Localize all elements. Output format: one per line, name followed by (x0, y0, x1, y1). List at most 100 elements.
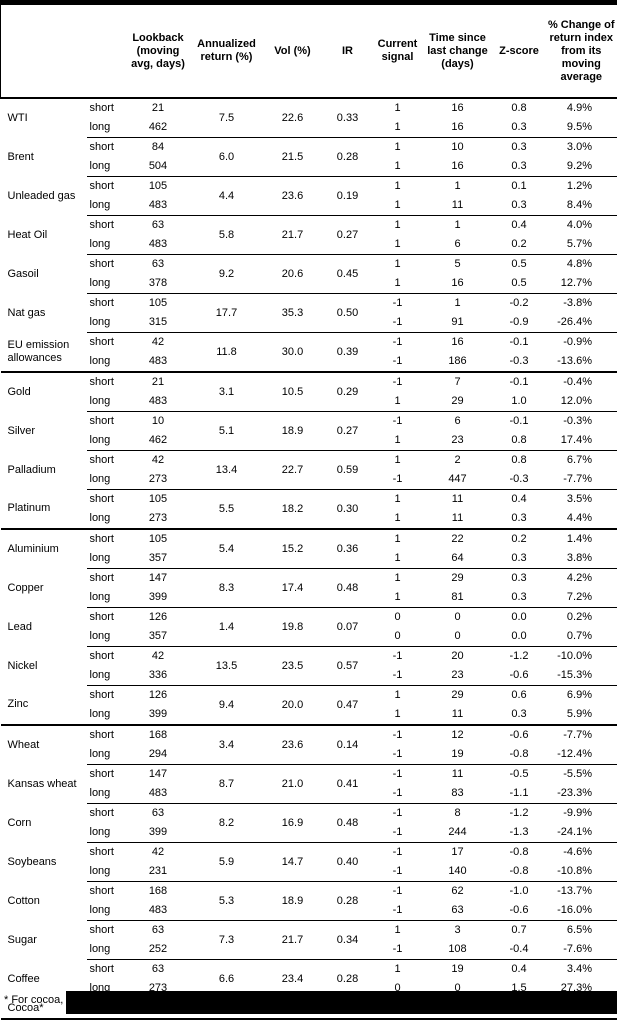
cell-lookback: 63 (126, 804, 191, 824)
cell-commodity: Lead (1, 608, 87, 647)
cell-signal: -1 (373, 647, 423, 667)
header-lookback: Lookback (moving avg, days) (126, 5, 191, 98)
cell-zscore: -1.2 (493, 647, 546, 667)
cell-pct-change: -13.6% (546, 352, 617, 372)
cell-ir: 0.19 (323, 177, 373, 216)
cell-time-since: 91 (423, 313, 493, 333)
cell-vol: 22.6 (263, 98, 323, 138)
cell-signal: 1 (373, 588, 423, 608)
cell-leg: long (87, 901, 126, 921)
cell-lookback: 105 (126, 490, 191, 510)
cell-time-since: 62 (423, 882, 493, 902)
cell-time-since: 23 (423, 431, 493, 451)
cell-pct-change: 7.2% (546, 588, 617, 608)
cell-lookback: 315 (126, 313, 191, 333)
cell-leg: long (87, 627, 126, 647)
cell-signal: 1 (373, 509, 423, 529)
cell-time-since: 29 (423, 392, 493, 412)
cell-signal: 1 (373, 960, 423, 980)
cell-zscore: 0.0 (493, 608, 546, 628)
cell-signal: -1 (373, 352, 423, 372)
cell-pct-change: -10.8% (546, 862, 617, 882)
header-row: Lookback (moving avg, days) Annualized r… (1, 5, 617, 98)
cell-commodity: Platinum (1, 490, 87, 530)
cell-zscore: 0.5 (493, 274, 546, 294)
cell-annualized-return: 5.9 (191, 843, 263, 882)
cell-signal: -1 (373, 745, 423, 765)
cell-lookback: 105 (126, 294, 191, 314)
cell-ir: 0.07 (323, 608, 373, 647)
cell-time-since: 7 (423, 372, 493, 392)
cell-zscore: -0.1 (493, 372, 546, 392)
cell-annualized-return: 6.0 (191, 138, 263, 177)
cell-zscore: -0.8 (493, 745, 546, 765)
cell-lookback: 63 (126, 255, 191, 275)
cell-pct-change: 8.4% (546, 196, 617, 216)
cell-signal: 1 (373, 392, 423, 412)
cell-zscore: -0.3 (493, 470, 546, 490)
cell-signal: 1 (373, 216, 423, 236)
cell-lookback: 483 (126, 352, 191, 372)
cell-time-since: 16 (423, 333, 493, 353)
cell-ir: 0.39 (323, 333, 373, 373)
cell-lookback: 42 (126, 451, 191, 471)
cell-commodity: Heat Oil (1, 216, 87, 255)
cell-signal: -1 (373, 940, 423, 960)
cell-pct-change: -16.0% (546, 901, 617, 921)
cell-lookback: 21 (126, 372, 191, 392)
cell-pct-change: -13.7% (546, 882, 617, 902)
cell-signal: 1 (373, 451, 423, 471)
cell-pct-change: 3.8% (546, 549, 617, 569)
cell-zscore: 0.4 (493, 216, 546, 236)
cell-lookback: 105 (126, 529, 191, 549)
cell-lookback: 147 (126, 569, 191, 589)
cell-lookback: 105 (126, 177, 191, 197)
cell-signal: -1 (373, 412, 423, 432)
cell-pct-change: 6.7% (546, 451, 617, 471)
cell-zscore: 0.8 (493, 98, 546, 118)
cell-leg: short (87, 843, 126, 863)
cell-pct-change: -7.6% (546, 940, 617, 960)
cell-leg: long (87, 940, 126, 960)
cell-ir: 0.28 (323, 138, 373, 177)
cell-time-since: 108 (423, 940, 493, 960)
cell-commodity: Zinc (1, 686, 87, 726)
cell-signal: 1 (373, 569, 423, 589)
cell-pct-change: -15.3% (546, 666, 617, 686)
cell-lookback: 42 (126, 647, 191, 667)
cell-annualized-return: 7.3 (191, 921, 263, 960)
cell-annualized-return: 5.8 (191, 216, 263, 255)
cell-annualized-return: 1.4 (191, 608, 263, 647)
cell-signal: -1 (373, 843, 423, 863)
cell-time-since: 186 (423, 352, 493, 372)
cell-commodity: Sugar (1, 921, 87, 960)
cell-leg: long (87, 431, 126, 451)
cell-commodity: Corn (1, 804, 87, 843)
cell-annualized-return: 5.3 (191, 882, 263, 921)
cell-time-since: 81 (423, 588, 493, 608)
cell-signal: 1 (373, 686, 423, 706)
cell-pct-change: -0.4% (546, 372, 617, 392)
cell-pct-change: -0.3% (546, 412, 617, 432)
cell-vol: 17.4 (263, 569, 323, 608)
header-pct-change: % Change of return index from its moving… (546, 5, 617, 98)
cell-annualized-return: 8.2 (191, 804, 263, 843)
cell-zscore: 0.5 (493, 255, 546, 275)
cell-leg: short (87, 960, 126, 980)
cell-lookback: 357 (126, 549, 191, 569)
cell-lookback: 399 (126, 705, 191, 725)
cell-vol: 23.6 (263, 177, 323, 216)
cell-ir: 0.50 (323, 294, 373, 333)
cell-signal: 1 (373, 274, 423, 294)
cell-annualized-return: 13.5 (191, 647, 263, 686)
cell-time-since: 16 (423, 274, 493, 294)
cell-lookback: 21 (126, 98, 191, 118)
cell-signal: -1 (373, 901, 423, 921)
cell-signal: -1 (373, 784, 423, 804)
cell-leg: long (87, 118, 126, 138)
cell-annualized-return: 9.4 (191, 686, 263, 726)
